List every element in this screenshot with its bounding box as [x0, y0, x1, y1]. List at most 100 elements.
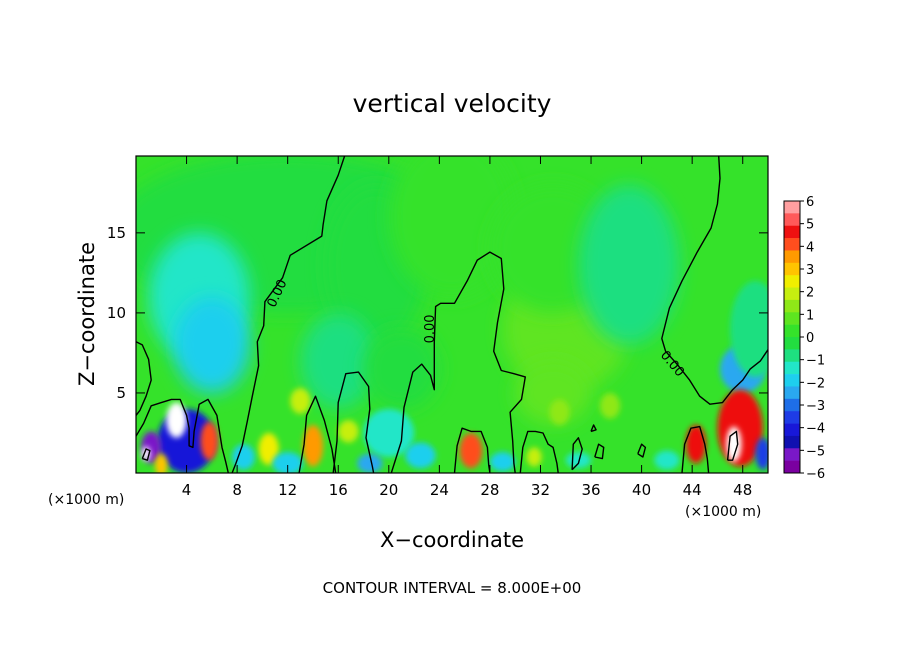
- colorbar-label-11: −5: [806, 444, 825, 459]
- colorbar-swatch-8: [784, 299, 800, 313]
- velocity-cell-33: [357, 453, 383, 473]
- velocity-cell-27: [599, 392, 621, 419]
- colorbar: 6 5 4 3 2 1 0 −1 −2 −3 −4 −5 −6: [783, 195, 825, 482]
- colorbar-swatch-10: [784, 324, 800, 338]
- colorbar-swatch-9: [784, 312, 800, 325]
- y-tick-label-2: 15: [107, 224, 126, 242]
- velocity-cell-23: [338, 420, 359, 443]
- x-axis-label: X−coordinate: [380, 528, 524, 552]
- colorbar-swatch-1: [784, 213, 800, 227]
- velocity-cell-35: [489, 452, 516, 472]
- velocity-cell-5: [363, 328, 440, 409]
- velocity-cell-32: [272, 452, 303, 473]
- colorbar-swatch-17: [784, 411, 800, 424]
- velocity-cell-38: [232, 444, 255, 470]
- velocity-cell-26: [549, 399, 570, 425]
- x-tick-label-2: 12: [278, 481, 297, 499]
- colorbar-label-5: 1: [806, 308, 814, 323]
- contour-line-13: [681, 425, 710, 473]
- contour-line-12: [661, 156, 768, 405]
- plot-frame: [135, 155, 769, 474]
- colorbar-swatch-13: [784, 361, 800, 375]
- contour-lines: [136, 156, 768, 473]
- colorbar-swatch-0: [784, 201, 800, 214]
- contour-line-8: [571, 437, 583, 471]
- colorbar-swatch-4: [784, 250, 800, 264]
- x-tick-label-8: 36: [581, 481, 600, 499]
- plot-area: 0.000.000.00: [135, 155, 769, 474]
- colorbar-label-2: 4: [806, 240, 814, 255]
- x-unit-right: (×1000 m): [685, 504, 761, 520]
- colorbar-swatch-6: [784, 275, 800, 288]
- y-tick-label-1: 10: [107, 304, 126, 322]
- contour-line-4: [332, 371, 375, 473]
- colorbar-swatch-2: [784, 225, 800, 239]
- velocity-cell-21: [302, 424, 324, 467]
- colorbar-swatch-11: [784, 337, 800, 350]
- x-unit-left: (×1000 m): [48, 492, 124, 508]
- contour-line-3: [298, 395, 337, 473]
- contour-line-11: [590, 424, 597, 433]
- colorbar-label-12: −6: [806, 467, 825, 482]
- velocity-cell-7: [388, 156, 516, 297]
- colorbar-label-10: −4: [806, 422, 825, 437]
- velocity-cell-25: [526, 447, 542, 467]
- velocity-cell-13: [730, 280, 768, 377]
- velocity-cell-22: [290, 388, 311, 414]
- x-tick-label-9: 40: [632, 481, 651, 499]
- colorbar-label-9: −3: [806, 399, 825, 414]
- contour-line-6: [453, 427, 491, 473]
- velocity-cell-34: [405, 442, 436, 469]
- x-axis: 4 8 12 16 20 24 28 32 36 40 44 48: [182, 156, 752, 499]
- velocity-cell-6: [363, 408, 415, 457]
- velocity-cell-10: [515, 360, 592, 425]
- colorbar-swatch-14: [784, 374, 800, 387]
- velocity-cell-18: [154, 453, 168, 473]
- colorbar-label-8: −2: [806, 376, 825, 391]
- y-axis-label: Z−coordinate: [75, 242, 99, 386]
- colorbar-swatch-15: [784, 386, 800, 400]
- x-tick-label-5: 24: [430, 481, 449, 499]
- colorbar-swatch-21: [784, 460, 800, 474]
- colorbar-swatch-19: [784, 435, 800, 449]
- velocity-cell-24: [459, 432, 483, 469]
- contour-line-2: [136, 398, 229, 473]
- x-tick-label-11: 48: [733, 481, 752, 499]
- x-tick-label-3: 16: [329, 481, 348, 499]
- y-axis: 5 10 15: [107, 224, 768, 402]
- velocity-cell-31: [755, 437, 768, 470]
- contour-line-5: [390, 251, 526, 473]
- velocity-cell-37: [654, 450, 680, 470]
- x-tick-label-10: 44: [683, 481, 702, 499]
- colorbar-label-3: 3: [806, 263, 814, 278]
- colorbar-swatch-20: [784, 448, 800, 461]
- colorbar-label-6: 0: [806, 331, 814, 346]
- colorbar-swatch-5: [784, 262, 800, 276]
- colorbar-label-7: −1: [806, 354, 825, 369]
- colorbar-swatch-16: [784, 398, 800, 412]
- x-tick-label-1: 8: [232, 481, 242, 499]
- colorbar-swatch-7: [784, 287, 800, 301]
- contour-line-1: [231, 156, 346, 473]
- colorbar-label-1: 5: [806, 218, 814, 233]
- contour-line-10: [637, 443, 647, 458]
- velocity-cell-36: [565, 452, 592, 469]
- colorbar-label-4: 2: [806, 286, 814, 301]
- velocity-cell-28: [685, 424, 707, 464]
- contour-line-9: [594, 443, 605, 460]
- x-tick-label-0: 4: [182, 481, 192, 499]
- contour-line-15: [141, 448, 151, 461]
- y-tick-label-0: 5: [116, 384, 126, 402]
- colorbar-swatch-18: [784, 423, 800, 437]
- contour-label-1: 0.00: [423, 314, 438, 343]
- velocity-field: [136, 156, 768, 473]
- contour-line-0: [136, 341, 152, 416]
- velocity-cell-11: [578, 184, 680, 345]
- x-tick-label-4: 20: [379, 481, 398, 499]
- velocity-cell-15: [166, 402, 187, 438]
- velocity-cell-4: [300, 312, 377, 409]
- x-tick-label-7: 32: [531, 481, 550, 499]
- velocity-cell-19: [200, 421, 219, 461]
- velocity-cell-20: [258, 432, 279, 465]
